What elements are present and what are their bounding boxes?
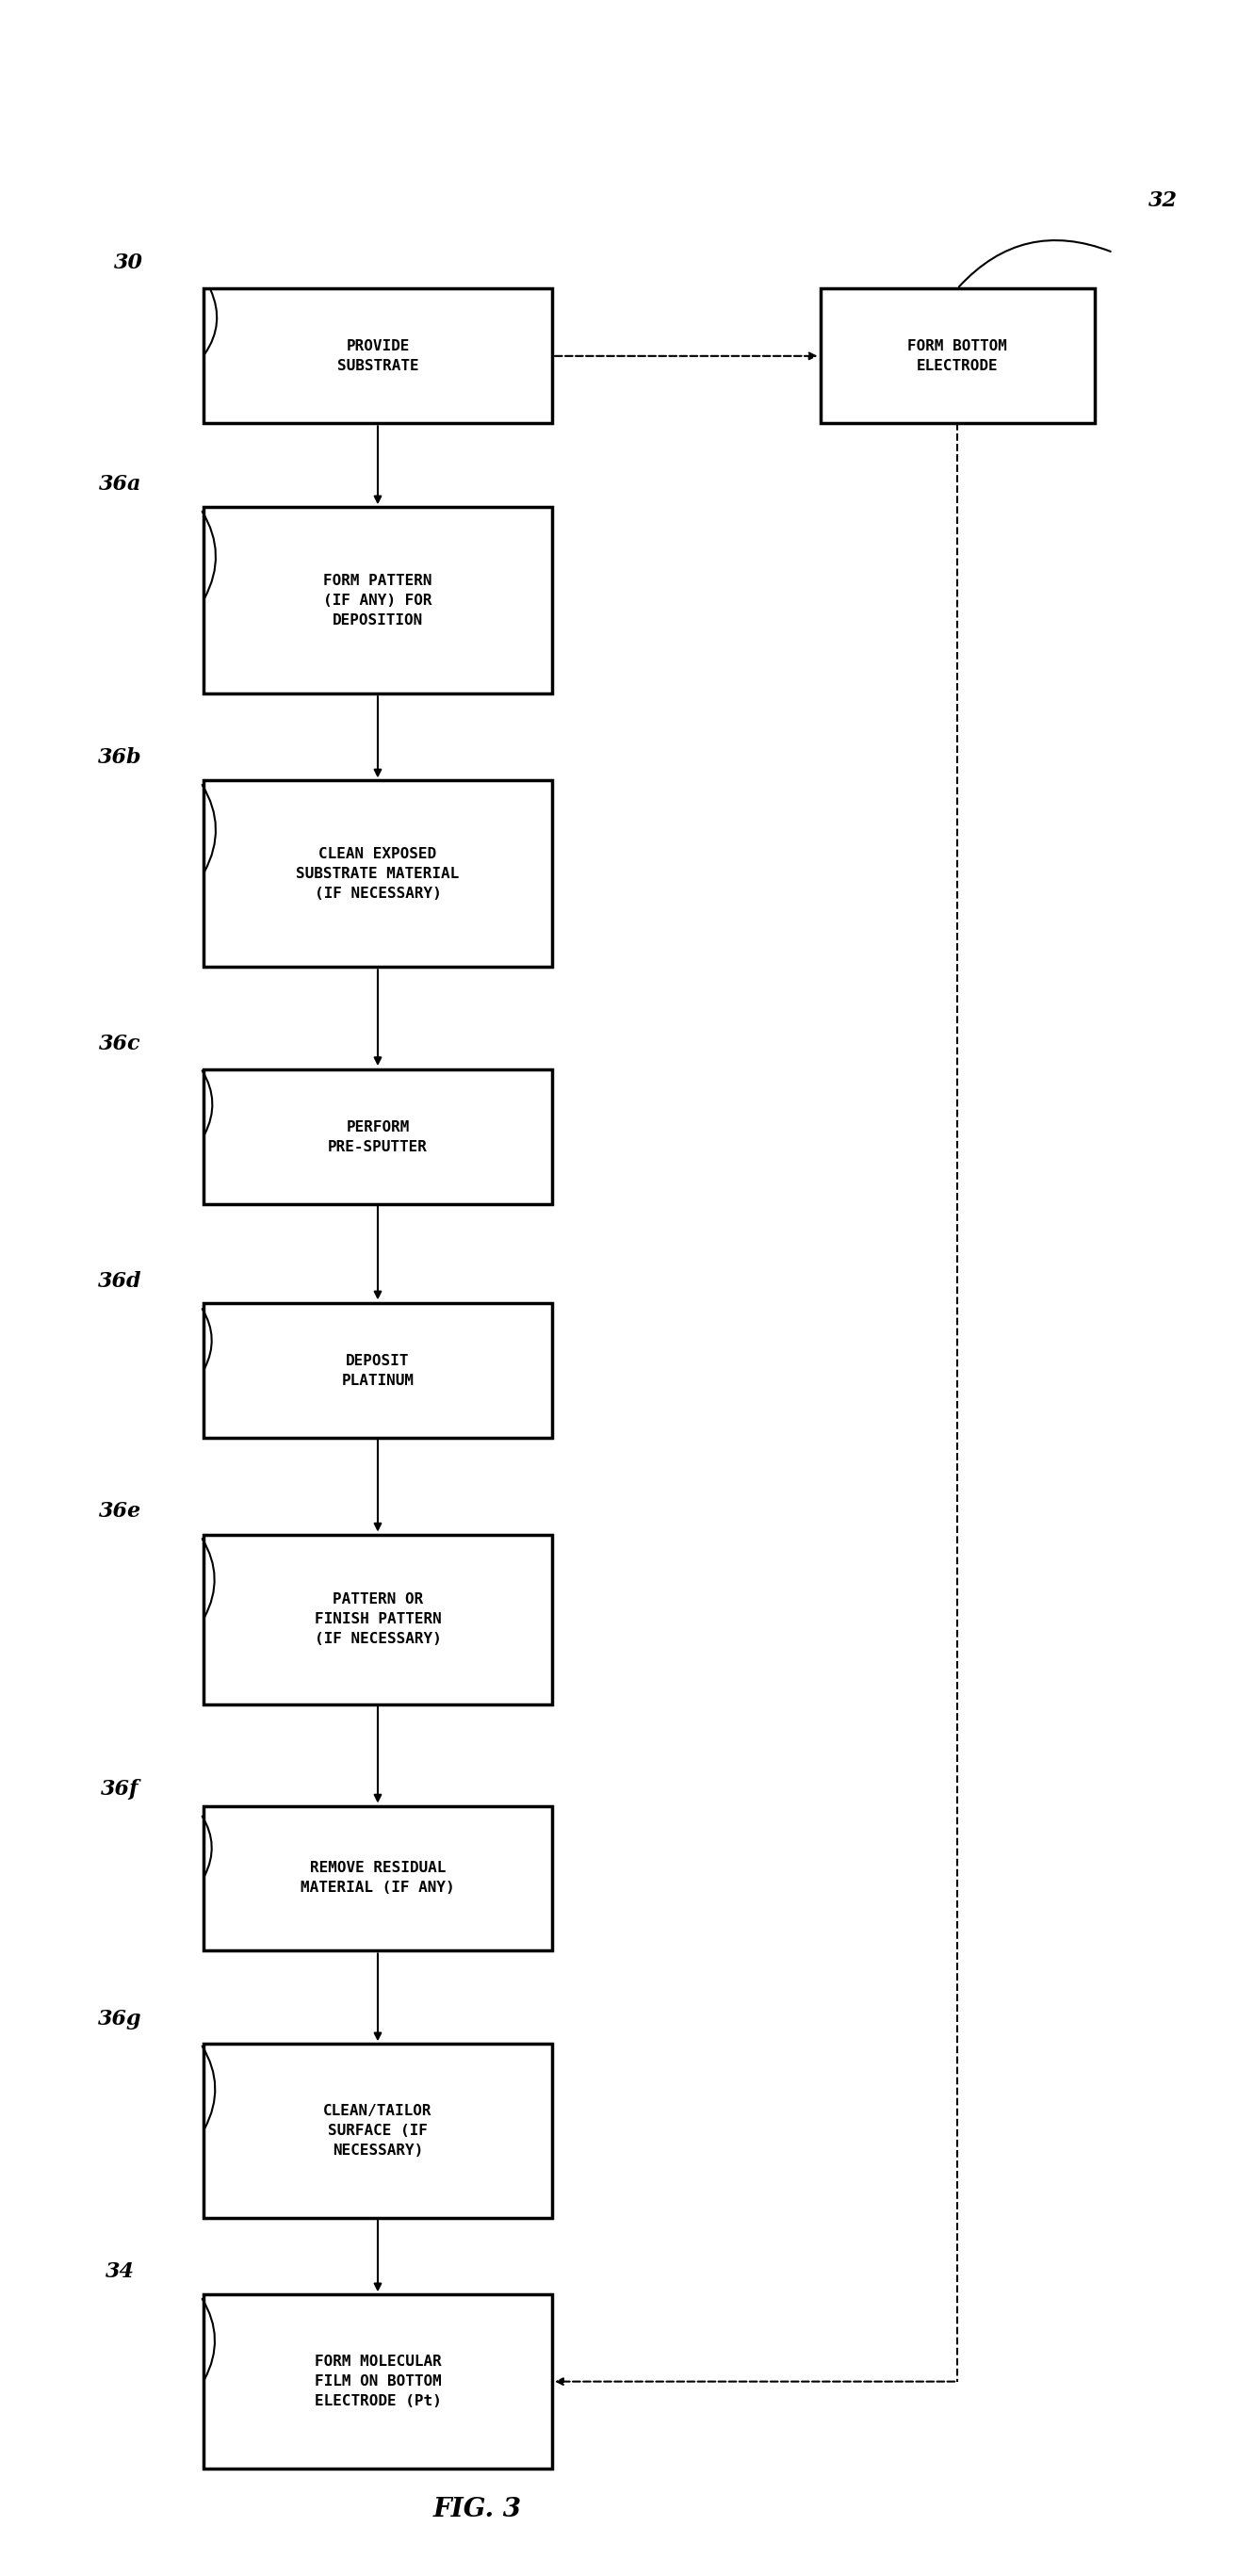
FancyBboxPatch shape: [203, 1303, 552, 1437]
Text: 36f: 36f: [100, 1780, 139, 1801]
Text: 32: 32: [1149, 191, 1178, 211]
Text: 30: 30: [114, 252, 143, 273]
Text: REMOVE RESIDUAL
MATERIAL (IF ANY): REMOVE RESIDUAL MATERIAL (IF ANY): [301, 1862, 455, 1896]
Text: CLEAN EXPOSED
SUBSTRATE MATERIAL
(IF NECESSARY): CLEAN EXPOSED SUBSTRATE MATERIAL (IF NEC…: [296, 848, 459, 902]
Text: DEPOSIT
PLATINUM: DEPOSIT PLATINUM: [341, 1355, 414, 1388]
Text: 36c: 36c: [99, 1033, 140, 1054]
Text: FORM BOTTOM
ELECTRODE: FORM BOTTOM ELECTRODE: [908, 340, 1007, 374]
Text: 36a: 36a: [99, 474, 142, 495]
FancyBboxPatch shape: [203, 1069, 552, 1203]
FancyBboxPatch shape: [203, 2043, 552, 2218]
FancyBboxPatch shape: [203, 781, 552, 966]
FancyBboxPatch shape: [203, 289, 552, 422]
Text: FIG. 3: FIG. 3: [433, 2496, 522, 2522]
FancyBboxPatch shape: [203, 507, 552, 693]
Text: 36d: 36d: [98, 1273, 142, 1293]
Text: PROVIDE
SUBSTRATE: PROVIDE SUBSTRATE: [337, 340, 419, 374]
FancyBboxPatch shape: [820, 289, 1095, 422]
Text: PATTERN OR
FINISH PATTERN
(IF NECESSARY): PATTERN OR FINISH PATTERN (IF NECESSARY): [315, 1592, 441, 1646]
FancyBboxPatch shape: [203, 2295, 552, 2468]
Text: FORM PATTERN
(IF ANY) FOR
DEPOSITION: FORM PATTERN (IF ANY) FOR DEPOSITION: [324, 574, 433, 626]
FancyBboxPatch shape: [203, 1806, 552, 1950]
Text: PERFORM
PRE-SPUTTER: PERFORM PRE-SPUTTER: [327, 1121, 428, 1154]
Text: CLEAN/TAILOR
SURFACE (IF
NECESSARY): CLEAN/TAILOR SURFACE (IF NECESSARY): [324, 2105, 433, 2159]
FancyBboxPatch shape: [203, 1535, 552, 1705]
Text: 36e: 36e: [99, 1502, 140, 1522]
Text: 36g: 36g: [98, 2009, 142, 2030]
Text: FORM MOLECULAR
FILM ON BOTTOM
ELECTRODE (Pt): FORM MOLECULAR FILM ON BOTTOM ELECTRODE …: [315, 2354, 441, 2409]
Text: 34: 34: [105, 2262, 134, 2282]
Text: 36b: 36b: [98, 747, 142, 768]
